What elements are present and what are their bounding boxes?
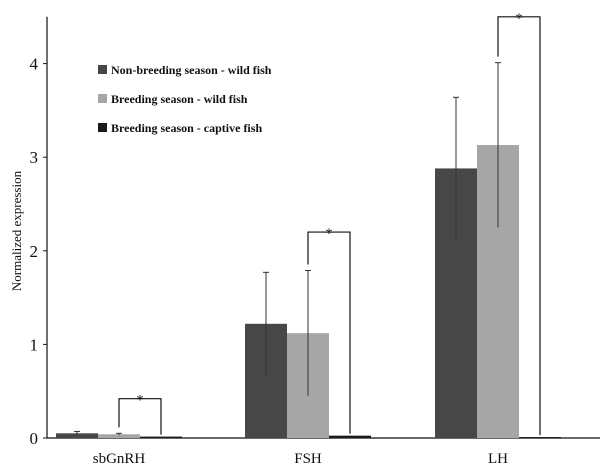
significance-bracket: [497, 16, 541, 436]
bar: [56, 433, 98, 438]
bar: [329, 435, 371, 438]
significance-star: *: [325, 226, 333, 242]
category-label: sbGnRH: [93, 451, 146, 467]
category-label: FSH: [294, 451, 322, 467]
significance-star: *: [136, 393, 144, 409]
significance-brackets: * * *: [118, 11, 541, 436]
y-tick-label: 2: [30, 242, 39, 261]
y-tick-label: 4: [30, 55, 39, 74]
bar: [98, 434, 140, 438]
category-label: LH: [488, 451, 508, 467]
bar: [140, 436, 182, 439]
bar: [519, 437, 561, 439]
significance-bracket: [307, 231, 351, 434]
legend-swatch: [98, 123, 107, 132]
significance-star: *: [515, 11, 523, 27]
legend-label: Breeding season - captive fish: [111, 121, 262, 135]
category-labels: sbGnRH FSH LH: [93, 451, 508, 467]
error-bars: [74, 62, 501, 436]
legend-swatch: [98, 94, 107, 103]
legend: Non-breeding season - wild fish Breeding …: [98, 63, 272, 135]
y-tick-label: 0: [30, 429, 39, 448]
y-tick-label: 1: [30, 335, 39, 354]
legend-label: Non-breeding season - wild fish: [111, 63, 272, 77]
y-tick-label: 3: [30, 148, 39, 167]
significance-bracket: [118, 398, 162, 435]
legend-label: Breeding season - wild fish: [111, 92, 248, 106]
legend-swatch: [98, 65, 107, 74]
y-axis-title: Normalized expression: [9, 170, 24, 291]
